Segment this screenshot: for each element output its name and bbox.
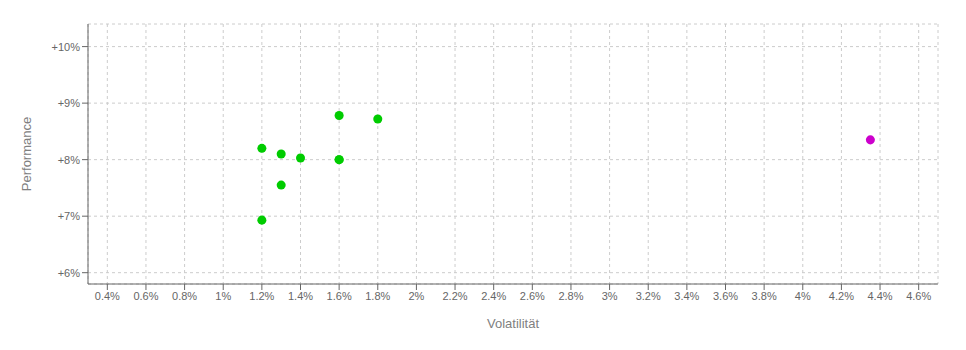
svg-text:+6%: +6% <box>58 267 81 279</box>
svg-text:0.8%: 0.8% <box>172 290 197 302</box>
svg-text:4.6%: 4.6% <box>906 290 931 302</box>
svg-text:2%: 2% <box>408 290 424 302</box>
svg-text:+8%: +8% <box>58 154 81 166</box>
svg-text:1.4%: 1.4% <box>288 290 313 302</box>
svg-text:3.6%: 3.6% <box>713 290 738 302</box>
svg-text:2.2%: 2.2% <box>443 290 468 302</box>
svg-text:4.2%: 4.2% <box>829 290 854 302</box>
svg-text:2.6%: 2.6% <box>520 290 545 302</box>
svg-text:0.6%: 0.6% <box>133 290 158 302</box>
svg-text:+10%: +10% <box>52 41 81 53</box>
svg-text:Performance: Performance <box>19 117 34 191</box>
svg-text:+7%: +7% <box>58 210 81 222</box>
svg-text:2.4%: 2.4% <box>481 290 506 302</box>
svg-text:4.4%: 4.4% <box>868 290 893 302</box>
svg-text:1.8%: 1.8% <box>365 290 390 302</box>
svg-text:3%: 3% <box>602 290 618 302</box>
svg-text:3.4%: 3.4% <box>674 290 699 302</box>
svg-text:3.2%: 3.2% <box>636 290 661 302</box>
svg-text:2.8%: 2.8% <box>558 290 583 302</box>
svg-text:Volatilität: Volatilität <box>487 316 539 331</box>
svg-text:4%: 4% <box>795 290 811 302</box>
svg-text:1.6%: 1.6% <box>327 290 352 302</box>
svg-text:0.4%: 0.4% <box>95 290 120 302</box>
svg-text:1.2%: 1.2% <box>249 290 274 302</box>
svg-text:+9%: +9% <box>58 97 81 109</box>
svg-text:3.8%: 3.8% <box>752 290 777 302</box>
svg-text:1%: 1% <box>215 290 231 302</box>
